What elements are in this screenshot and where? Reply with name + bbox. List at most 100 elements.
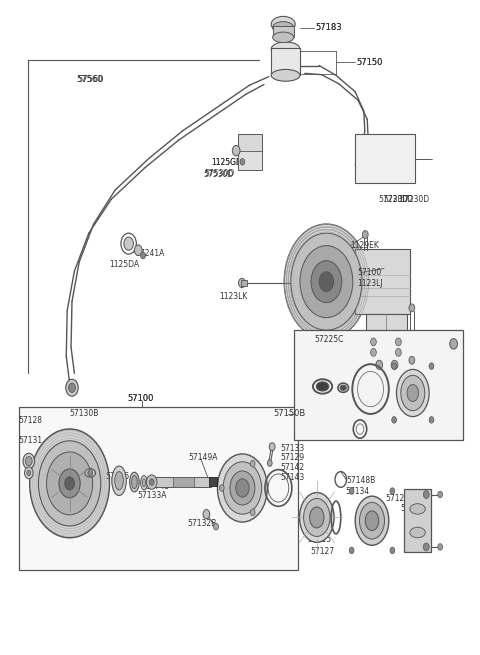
Text: 57530D: 57530D	[204, 170, 234, 179]
Ellipse shape	[130, 472, 139, 492]
Circle shape	[390, 488, 395, 495]
Ellipse shape	[355, 496, 389, 545]
Circle shape	[240, 159, 245, 165]
Circle shape	[267, 460, 272, 466]
Circle shape	[291, 233, 362, 330]
Circle shape	[27, 470, 31, 476]
Text: 57560: 57560	[77, 75, 103, 84]
Circle shape	[423, 491, 429, 498]
Circle shape	[124, 237, 133, 250]
Circle shape	[371, 348, 376, 356]
Circle shape	[409, 304, 415, 312]
Ellipse shape	[142, 479, 146, 487]
Text: 57143: 57143	[281, 473, 305, 482]
Text: 1125DA: 1125DA	[109, 260, 140, 269]
Circle shape	[38, 441, 101, 526]
Text: 57131: 57131	[18, 436, 42, 445]
Text: 57230D: 57230D	[379, 195, 408, 204]
Circle shape	[203, 510, 210, 519]
Ellipse shape	[132, 476, 137, 489]
Ellipse shape	[271, 42, 300, 56]
Text: 57183: 57183	[316, 23, 342, 32]
Circle shape	[396, 348, 401, 356]
Ellipse shape	[401, 375, 425, 411]
Text: 57126A: 57126A	[385, 494, 414, 503]
Text: 1123LJ: 1123LJ	[358, 279, 383, 288]
Text: 57132: 57132	[401, 504, 425, 513]
Circle shape	[65, 477, 74, 490]
Ellipse shape	[85, 469, 96, 477]
Circle shape	[23, 453, 35, 469]
Ellipse shape	[396, 369, 429, 417]
Text: 1125GD: 1125GD	[211, 158, 242, 167]
Text: 57135: 57135	[106, 472, 130, 481]
Circle shape	[371, 338, 376, 346]
Circle shape	[146, 475, 157, 489]
Text: 57230D: 57230D	[399, 195, 430, 204]
Text: 57137D: 57137D	[63, 472, 94, 481]
Text: 57745: 57745	[145, 481, 169, 491]
Circle shape	[230, 471, 255, 505]
Text: 57128: 57128	[18, 416, 42, 425]
Circle shape	[149, 479, 154, 485]
Bar	[273, 26, 294, 37]
Circle shape	[134, 245, 142, 255]
Bar	[209, 477, 217, 486]
Ellipse shape	[115, 472, 123, 490]
Circle shape	[438, 544, 443, 550]
Circle shape	[217, 454, 267, 522]
Text: 57149A: 57149A	[188, 453, 217, 462]
Circle shape	[392, 363, 396, 369]
Ellipse shape	[410, 527, 425, 538]
Ellipse shape	[304, 498, 330, 536]
Text: 1123LK: 1123LK	[219, 291, 247, 301]
Ellipse shape	[273, 32, 294, 43]
Ellipse shape	[271, 16, 295, 32]
Bar	[238, 134, 262, 170]
Circle shape	[232, 145, 240, 156]
Bar	[238, 151, 262, 170]
Circle shape	[269, 443, 275, 451]
Text: 57225C: 57225C	[314, 335, 344, 344]
Text: 57150: 57150	[356, 58, 383, 67]
Text: 57150B: 57150B	[274, 409, 306, 419]
Circle shape	[438, 491, 443, 498]
Text: 57127: 57127	[311, 547, 335, 556]
Text: 57148B: 57148B	[347, 476, 376, 485]
Ellipse shape	[340, 385, 347, 390]
Circle shape	[223, 462, 262, 514]
Circle shape	[47, 452, 93, 515]
Bar	[355, 249, 410, 314]
Bar	[241, 280, 247, 286]
Circle shape	[250, 509, 255, 515]
Circle shape	[349, 547, 354, 553]
Circle shape	[391, 360, 398, 369]
Ellipse shape	[407, 384, 419, 402]
Text: 57134: 57134	[346, 487, 370, 496]
Ellipse shape	[410, 504, 425, 514]
Ellipse shape	[273, 22, 294, 33]
Circle shape	[30, 429, 109, 538]
Circle shape	[141, 252, 145, 259]
Text: 57230D: 57230D	[384, 195, 413, 204]
Circle shape	[396, 338, 401, 346]
Bar	[149, 477, 211, 487]
Circle shape	[409, 356, 415, 364]
Circle shape	[423, 543, 429, 551]
Text: 57560: 57560	[78, 75, 104, 84]
Circle shape	[390, 547, 395, 553]
Bar	[173, 477, 194, 487]
Text: 57129: 57129	[281, 453, 305, 462]
Circle shape	[450, 339, 457, 349]
Circle shape	[349, 488, 354, 495]
Circle shape	[239, 278, 245, 288]
Bar	[271, 48, 300, 75]
Text: 57124: 57124	[307, 525, 331, 534]
Text: 57100: 57100	[127, 394, 154, 403]
Text: 57142: 57142	[281, 463, 305, 472]
Bar	[355, 134, 415, 183]
Bar	[366, 314, 407, 362]
Circle shape	[300, 246, 353, 318]
Text: 1125GD: 1125GD	[211, 158, 242, 167]
Ellipse shape	[360, 502, 384, 539]
